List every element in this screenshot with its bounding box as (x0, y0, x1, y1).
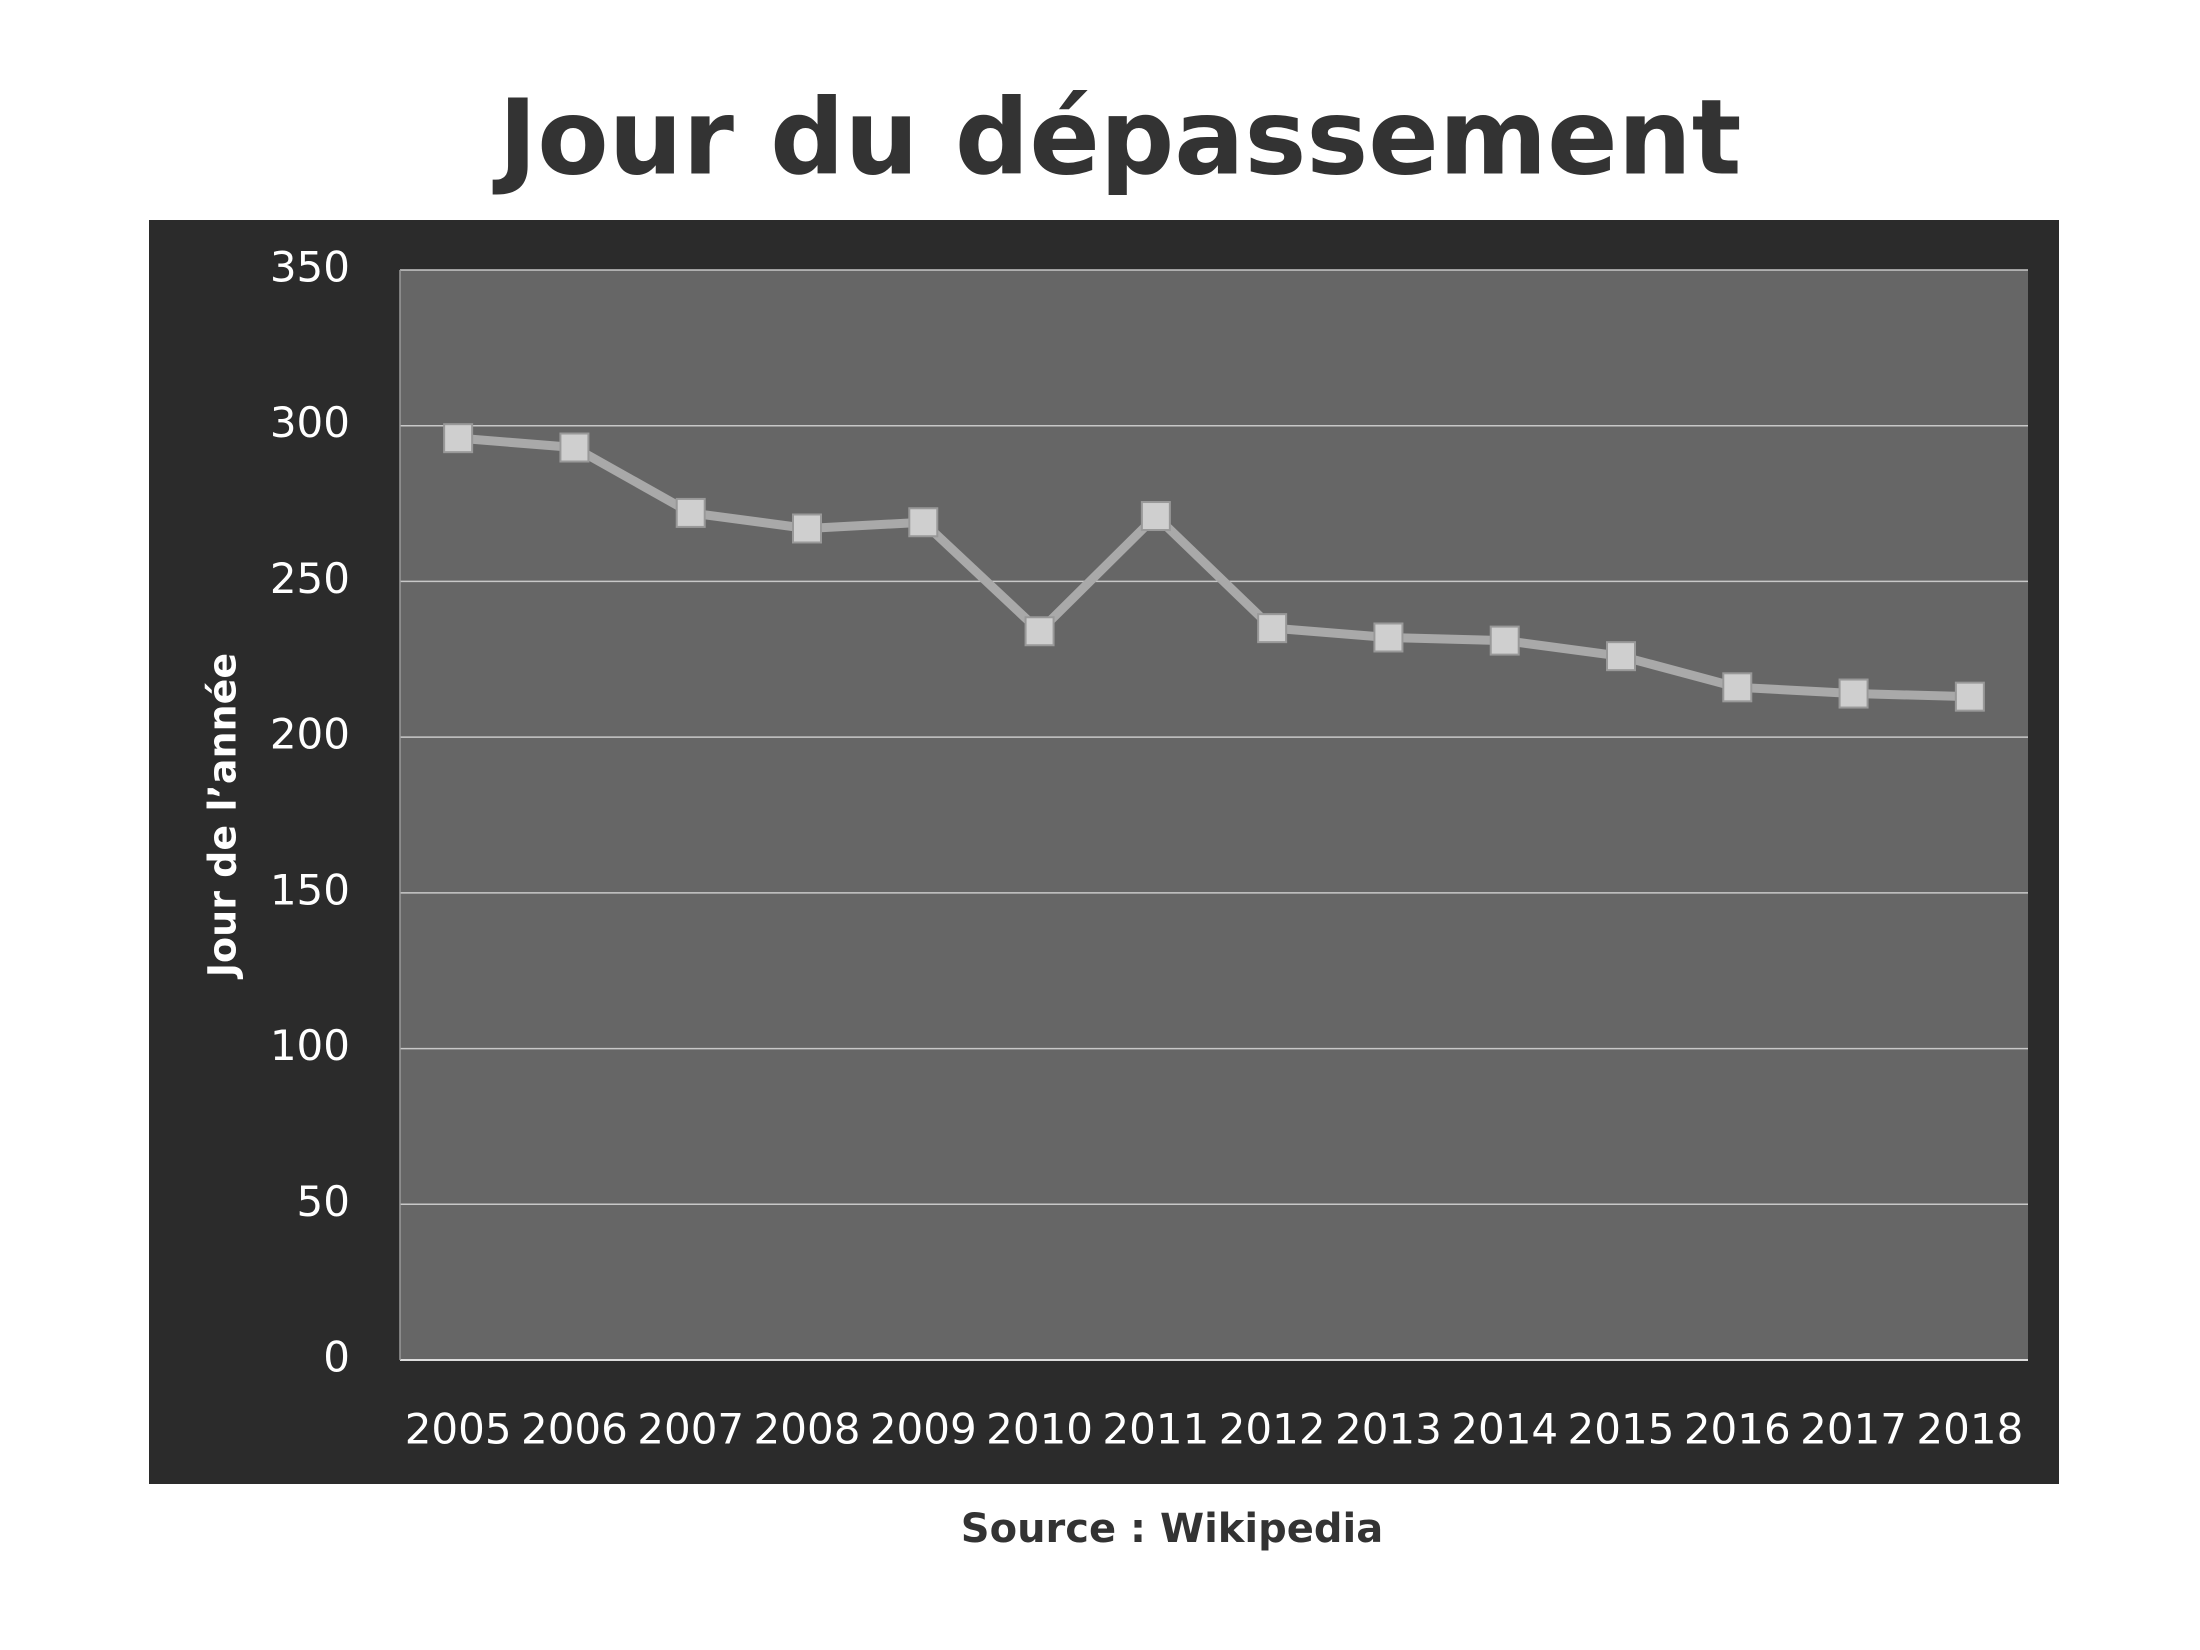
y-tick-label: 50 (297, 1177, 350, 1226)
marker (559, 432, 590, 463)
plot-area (400, 270, 2028, 1360)
y-tick-label: 250 (270, 554, 350, 603)
x-tick-label: 2010 (986, 1405, 1093, 1454)
x-tick-label: 2014 (1451, 1405, 1558, 1454)
marker (1489, 625, 1520, 656)
marker (443, 423, 474, 454)
marker (1606, 641, 1636, 672)
y-axis-label: Jour de l’année (201, 653, 245, 980)
marker (675, 497, 706, 528)
line (457, 433, 1970, 702)
x-tick-label: 2011 (1102, 1405, 1209, 1454)
x-tick-label: 2013 (1335, 1405, 1442, 1454)
y-tick-label: 150 (270, 865, 350, 914)
x-tick-label: 2005 (405, 1405, 512, 1454)
x-tick-label: 2012 (1219, 1405, 1326, 1454)
x-tick-label: 2016 (1684, 1405, 1791, 1454)
y-tick-label: 350 (270, 243, 350, 292)
marker (1024, 616, 1055, 647)
marker (908, 507, 939, 538)
x-tick-label: 2017 (1800, 1405, 1907, 1454)
marker (792, 513, 822, 544)
x-tick-label: 2018 (1916, 1405, 2023, 1454)
x-tick-label: 2015 (1568, 1405, 1675, 1454)
y-tick-label: 300 (270, 398, 350, 447)
x-tick-label: 2009 (870, 1405, 977, 1454)
y-tick-label: 100 (270, 1021, 350, 1070)
marker (1373, 622, 1404, 653)
y-tick-label: 0 (323, 1333, 350, 1382)
y-tick-label: 200 (270, 710, 350, 759)
x-tick-label: 2008 (754, 1405, 861, 1454)
marker (1257, 613, 1288, 644)
chart-title: Jour du dépassement (493, 76, 1742, 198)
x-tick-label: 2006 (521, 1405, 628, 1454)
x-tick-label: 2007 (637, 1405, 744, 1454)
marker (1954, 681, 1985, 712)
source: Source : Wikipedia (961, 1506, 1383, 1552)
marker (1140, 501, 1171, 532)
marker (1722, 672, 1753, 703)
marker (1838, 678, 1869, 709)
